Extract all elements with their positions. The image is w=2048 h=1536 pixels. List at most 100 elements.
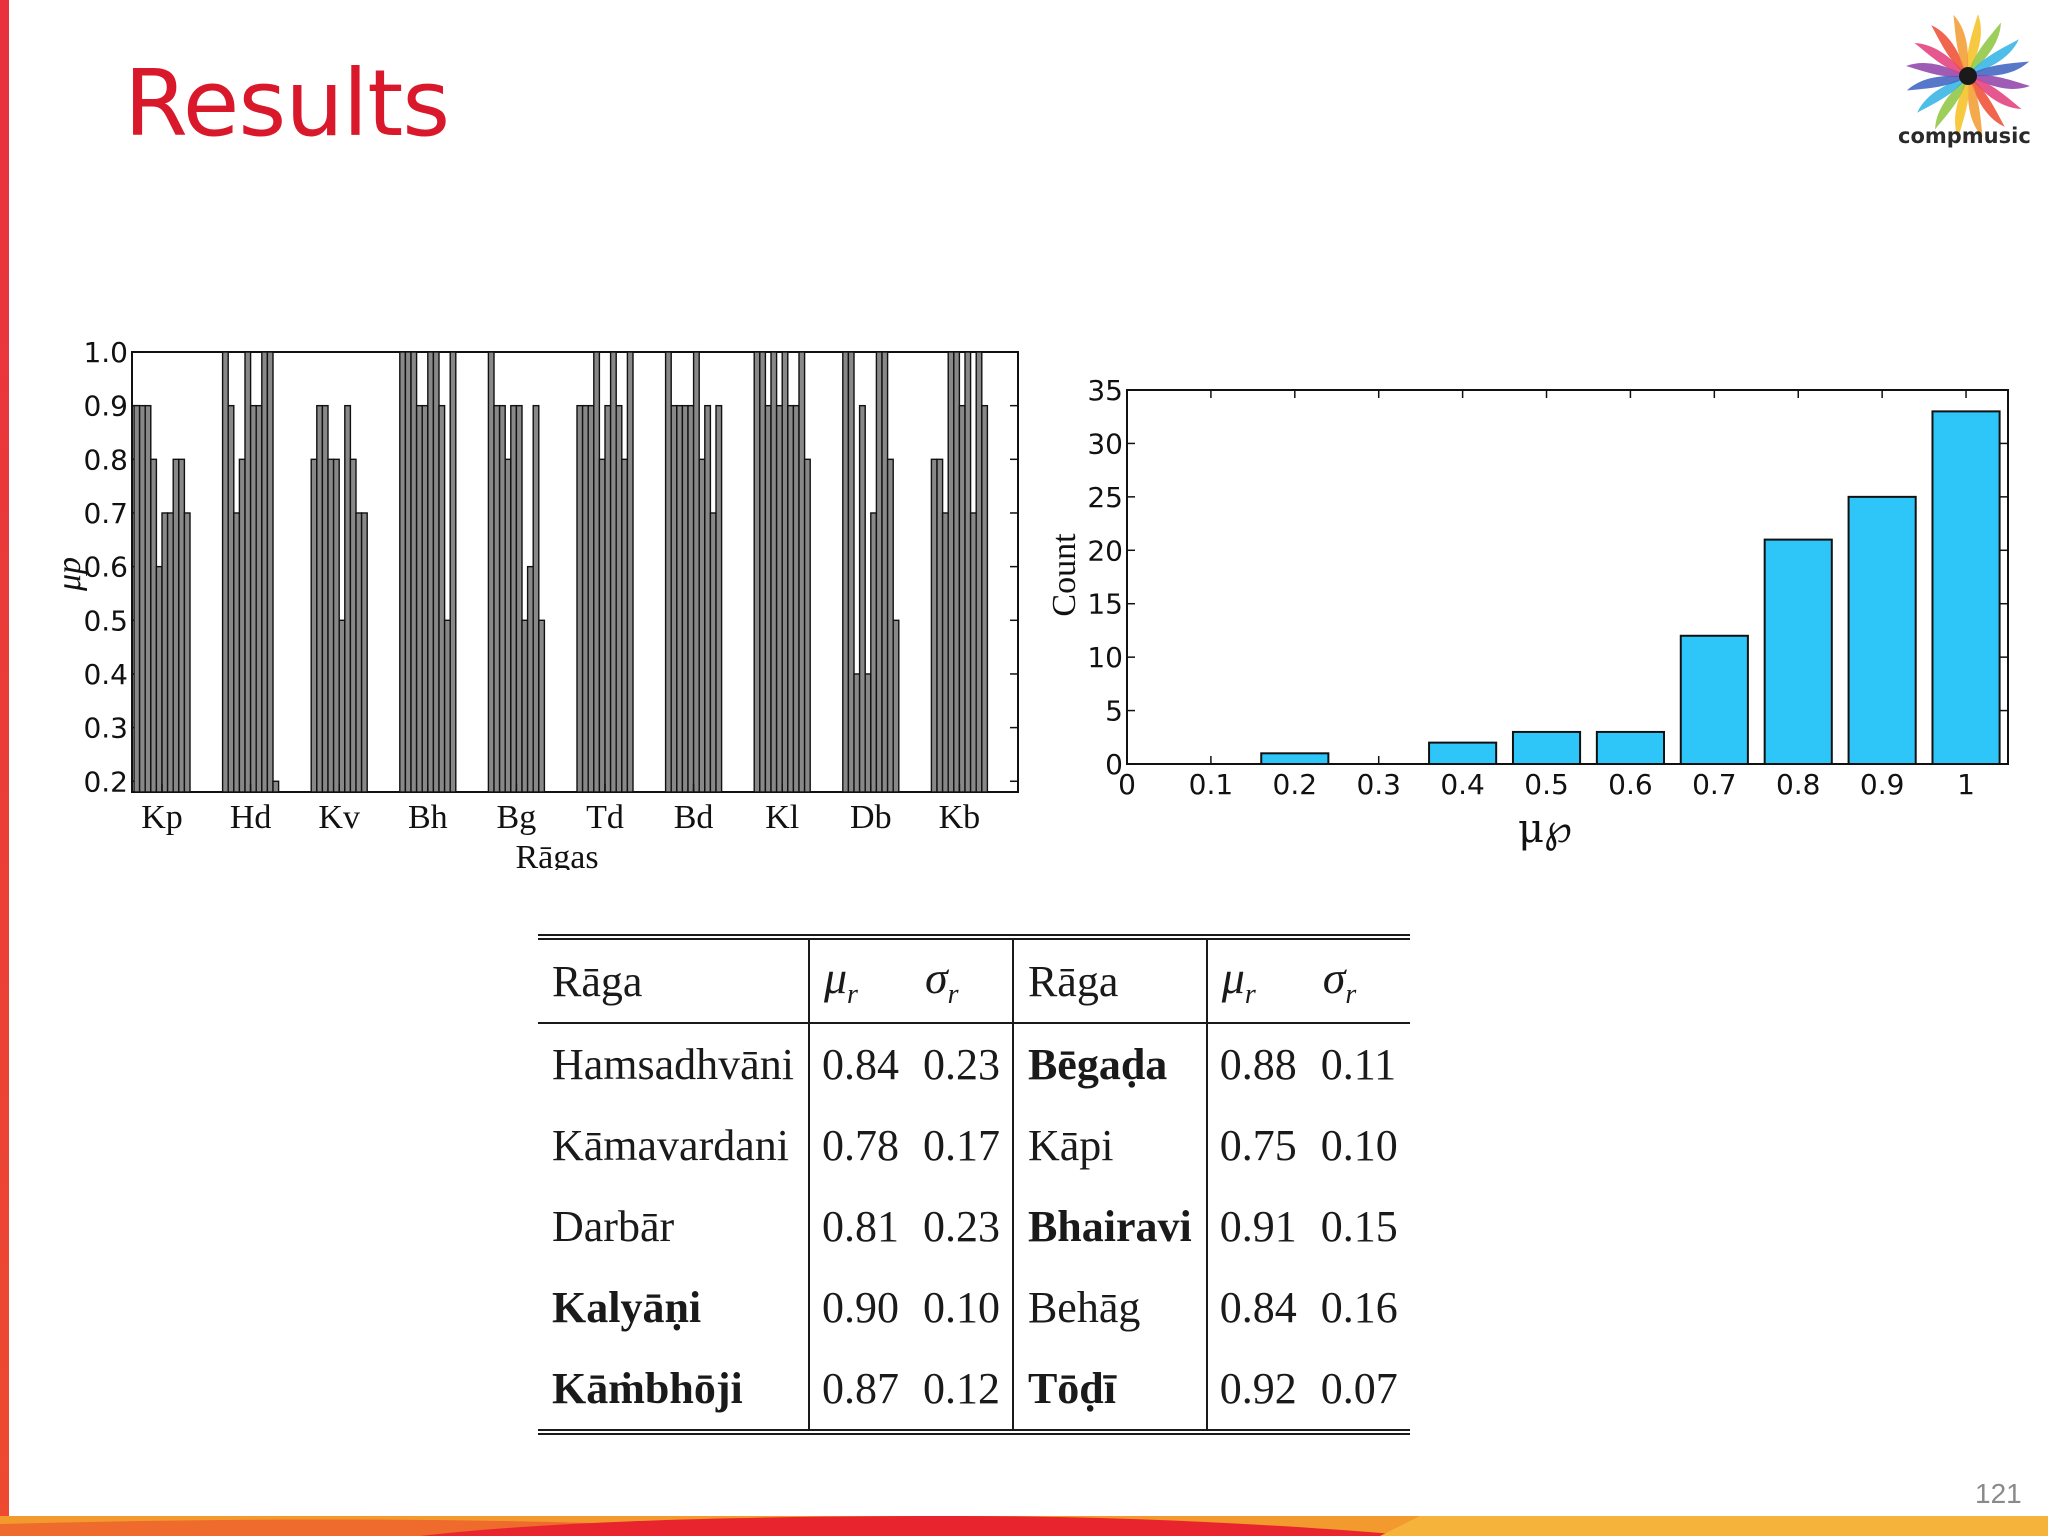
- chart2-ytick-label: 35: [1087, 374, 1123, 407]
- chart1-bar: [415, 404, 423, 793]
- chart1-bar: [803, 458, 811, 793]
- chart2-bar: [1763, 538, 1833, 765]
- chart1-bar: [355, 512, 363, 793]
- chart2-ytick-label: 0: [1105, 748, 1123, 781]
- raga-mu-p-bar-chart: 0.2 0.3 0.4 0.5 0.6 0.7 0.8 0.9 1.0 Kp Hd Kv Bh Bg Td B…: [51, 336, 1019, 870]
- raga-cell-right: Behāg: [1012, 1267, 1208, 1348]
- chart1-bar: [604, 404, 612, 793]
- chart1-bar: [593, 351, 601, 793]
- sigma-cell-left: 0.10: [910, 1267, 1014, 1348]
- chart2-ytick-label: 25: [1087, 481, 1123, 514]
- chart1-bar: [953, 351, 961, 793]
- table-row: Darbār 0.81 0.23 Bhairavi 0.91 0.15: [538, 1186, 1410, 1267]
- chart1-bar: [178, 458, 186, 793]
- chart2-xtick-label: 1: [1957, 768, 1975, 801]
- chart1-bar: [964, 351, 972, 793]
- mu-histogram-chart: 0 5 10 15 20 25 30 35 0 0.1 0.2 0.3 0.4 0.5 0.6 0.7 0.8 0…: [1046, 374, 2009, 852]
- chart1-bar: [532, 404, 540, 793]
- chart1-bar: [443, 619, 451, 793]
- table-row: Kāṁbhōji 0.87 0.12 Tōḍī 0.92 0.07: [538, 1348, 1410, 1432]
- table-row: Kāmavardani 0.78 0.17 Kāpi 0.75 0.10: [538, 1105, 1410, 1186]
- chart1-bar: [941, 512, 949, 793]
- chart1-bar: [609, 351, 617, 793]
- chart1-bar: [581, 404, 589, 793]
- mu-cell-right: 0.92: [1219, 1364, 1297, 1413]
- chart1-bar: [864, 673, 872, 793]
- chart1-bar: [399, 351, 407, 793]
- chart1-bar: [981, 404, 989, 793]
- raga-stats-table: Rāga μr σr Rāga μr σr Hamsadhvāni 0.84 0.2…: [538, 934, 1410, 1435]
- logo-text: compmusic: [1898, 124, 2031, 148]
- chart1-bar: [344, 404, 352, 793]
- chart1-bar: [975, 351, 983, 793]
- header-mu-right: μr: [1206, 937, 1309, 1024]
- chart1-bar: [538, 619, 546, 793]
- chart1-bar: [598, 458, 606, 793]
- chart1-bar: [449, 351, 457, 793]
- chart1-bar: [930, 458, 938, 793]
- chart1-bar: [704, 404, 712, 793]
- table-header-row: Rāga μr σr Rāga μr σr: [538, 937, 1410, 1024]
- chart1-ytick-label: 1.0: [83, 336, 128, 369]
- chart1-bar: [310, 458, 318, 793]
- chart2-ytick-label: 5: [1105, 695, 1123, 728]
- chart1-ytick-label: 0.7: [83, 497, 128, 530]
- chart1-bar: [792, 404, 800, 793]
- chart1-bar: [427, 351, 435, 793]
- chart2-xtick-label: 0.8: [1776, 768, 1821, 801]
- mu-cell-right: 0.75: [1219, 1121, 1297, 1170]
- chart2-bar: [1931, 410, 2001, 765]
- chart1-bar: [798, 351, 806, 793]
- raga-cell-right: Bhairavi: [1012, 1186, 1208, 1267]
- chart1-bar: [521, 619, 529, 793]
- chart1-bar: [510, 404, 518, 793]
- raga-cell-left: Hamsadhvāni: [538, 1023, 810, 1105]
- chart1-bar: [715, 404, 723, 793]
- header-mu-left: μr: [808, 937, 911, 1024]
- chart2-ylabel: Count: [1046, 533, 1083, 617]
- chart1-bar: [670, 404, 678, 793]
- chart1-bar: [775, 404, 783, 793]
- chart1-bar: [958, 404, 966, 793]
- chart1-bar: [349, 458, 357, 793]
- chart2-bar: [1595, 730, 1665, 766]
- chart1-ylabel: μp: [51, 557, 88, 592]
- chart1-bar: [753, 351, 761, 793]
- chart1-bar: [338, 619, 346, 793]
- chart1-bar: [244, 351, 252, 793]
- table-row: Kalyāṇi 0.90 0.10 Behāg 0.84 0.16: [538, 1267, 1410, 1348]
- chart1-bar: [172, 458, 180, 793]
- raga-cell-right: Kāpi: [1012, 1105, 1208, 1186]
- mu-cell-right: 0.91: [1219, 1202, 1297, 1251]
- chart2-xtick-label: 0.1: [1189, 768, 1234, 801]
- chart2-xtick-label: 0: [1118, 768, 1136, 801]
- chart1-bar: [272, 780, 280, 793]
- chart2-xlabel: μ℘: [1518, 806, 1572, 852]
- chart1-bar: [687, 404, 695, 793]
- chart1-bar: [698, 458, 706, 793]
- chart1-bar: [681, 404, 689, 793]
- chart1-bar: [892, 619, 900, 793]
- sigma-cell-left: 0.23: [910, 1186, 1014, 1267]
- chart2-xtick-label: 0.4: [1440, 768, 1485, 801]
- chart1-bar: [255, 404, 263, 793]
- chart1-bar: [969, 512, 977, 793]
- chart1-bar: [144, 404, 152, 793]
- chart2-xtick-label: 0.3: [1356, 768, 1401, 801]
- chart1-bar: [875, 351, 883, 793]
- chart1-bar: [870, 512, 878, 793]
- chart1-bar: [515, 404, 523, 793]
- header-raga-right: Rāga: [1012, 937, 1208, 1024]
- chart1-bar: [155, 565, 163, 793]
- chart1-bar: [316, 404, 324, 793]
- sigma-cell-right: 0.16: [1320, 1283, 1398, 1332]
- mu-cell-right: 0.84: [1219, 1283, 1297, 1332]
- chart1-bar: [664, 351, 672, 793]
- chart1-bar: [676, 404, 684, 793]
- raga-cell-right: Bēgaḍa: [1012, 1023, 1208, 1105]
- header-raga-left: Rāga: [538, 937, 810, 1024]
- chart1-bar: [881, 351, 889, 793]
- chart1-bar: [853, 673, 861, 793]
- chart2-bar: [1428, 741, 1498, 765]
- sigma-cell-left: 0.17: [910, 1105, 1014, 1186]
